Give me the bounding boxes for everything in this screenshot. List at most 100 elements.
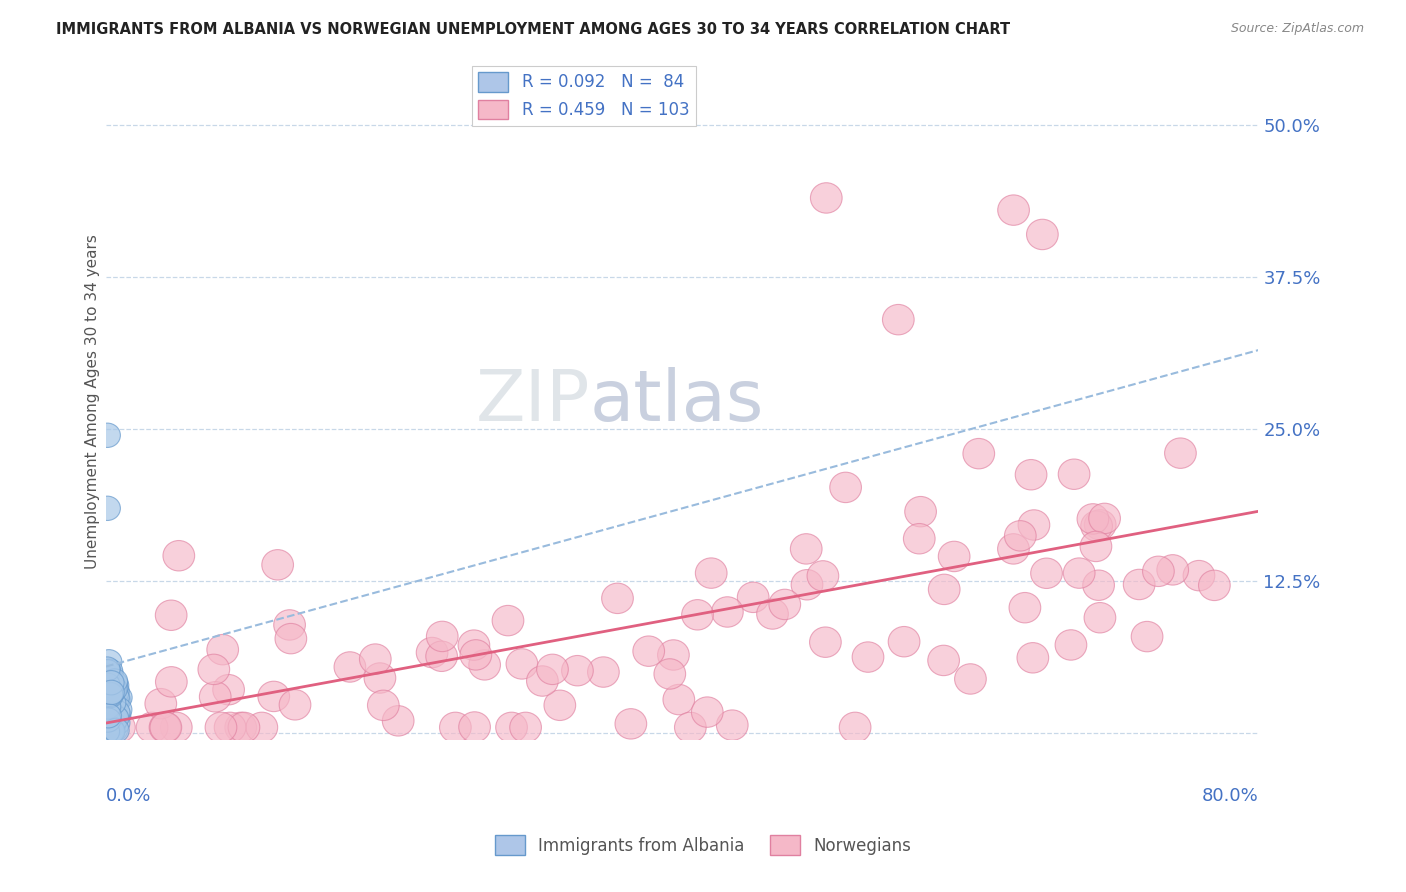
Ellipse shape: [998, 533, 1029, 564]
Ellipse shape: [94, 690, 120, 714]
Ellipse shape: [100, 711, 125, 736]
Ellipse shape: [96, 689, 121, 713]
Ellipse shape: [364, 663, 395, 693]
Ellipse shape: [1088, 503, 1121, 533]
Ellipse shape: [96, 681, 122, 706]
Ellipse shape: [276, 624, 307, 654]
Ellipse shape: [198, 654, 229, 684]
Ellipse shape: [938, 541, 970, 572]
Ellipse shape: [496, 712, 527, 743]
Ellipse shape: [561, 656, 593, 686]
Y-axis label: Unemployment Among Ages 30 to 34 years: Unemployment Among Ages 30 to 34 years: [86, 235, 100, 569]
Ellipse shape: [228, 712, 260, 743]
Ellipse shape: [104, 700, 129, 724]
Ellipse shape: [246, 712, 277, 743]
Ellipse shape: [1031, 558, 1063, 589]
Legend: R = 0.092   N =  84, R = 0.459   N = 103: R = 0.092 N = 84, R = 0.459 N = 103: [471, 66, 696, 126]
Ellipse shape: [104, 688, 131, 713]
Ellipse shape: [94, 659, 121, 684]
Ellipse shape: [1143, 556, 1174, 587]
Ellipse shape: [1164, 438, 1197, 468]
Ellipse shape: [96, 696, 121, 721]
Ellipse shape: [839, 712, 870, 743]
Ellipse shape: [93, 681, 120, 706]
Ellipse shape: [98, 719, 125, 743]
Legend: Immigrants from Albania, Norwegians: Immigrants from Albania, Norwegians: [488, 829, 918, 862]
Ellipse shape: [94, 675, 121, 699]
Ellipse shape: [156, 666, 187, 697]
Ellipse shape: [440, 712, 471, 743]
Ellipse shape: [675, 712, 706, 743]
Ellipse shape: [98, 692, 124, 716]
Ellipse shape: [928, 645, 959, 675]
Ellipse shape: [94, 701, 120, 725]
Ellipse shape: [1084, 509, 1116, 540]
Ellipse shape: [98, 691, 125, 715]
Ellipse shape: [94, 696, 120, 720]
Ellipse shape: [460, 640, 492, 670]
Ellipse shape: [96, 649, 122, 674]
Ellipse shape: [1123, 569, 1154, 599]
Ellipse shape: [100, 690, 127, 715]
Ellipse shape: [163, 541, 194, 571]
Ellipse shape: [101, 717, 128, 741]
Ellipse shape: [101, 671, 128, 695]
Ellipse shape: [807, 561, 839, 591]
Ellipse shape: [1004, 521, 1036, 551]
Ellipse shape: [98, 671, 124, 695]
Ellipse shape: [96, 667, 121, 691]
Ellipse shape: [205, 712, 236, 743]
Ellipse shape: [458, 630, 489, 660]
Ellipse shape: [98, 719, 124, 743]
Ellipse shape: [136, 712, 167, 743]
Text: atlas: atlas: [591, 368, 765, 436]
Ellipse shape: [103, 718, 129, 742]
Ellipse shape: [100, 698, 127, 723]
Ellipse shape: [225, 712, 256, 743]
Ellipse shape: [94, 716, 120, 740]
Ellipse shape: [96, 682, 122, 706]
Text: Source: ZipAtlas.com: Source: ZipAtlas.com: [1230, 22, 1364, 36]
Ellipse shape: [1157, 555, 1188, 585]
Ellipse shape: [96, 665, 121, 690]
Ellipse shape: [1054, 630, 1087, 660]
Ellipse shape: [101, 699, 128, 723]
Ellipse shape: [904, 524, 935, 554]
Ellipse shape: [426, 621, 458, 652]
Ellipse shape: [711, 597, 744, 627]
Ellipse shape: [1077, 504, 1109, 534]
Ellipse shape: [214, 712, 246, 743]
Ellipse shape: [792, 570, 823, 600]
Ellipse shape: [883, 304, 914, 334]
Ellipse shape: [367, 690, 399, 721]
Ellipse shape: [416, 637, 449, 668]
Ellipse shape: [96, 681, 121, 705]
Ellipse shape: [614, 708, 647, 739]
Ellipse shape: [103, 706, 129, 731]
Ellipse shape: [1080, 532, 1112, 562]
Ellipse shape: [904, 497, 936, 527]
Ellipse shape: [96, 702, 121, 726]
Text: 0.0%: 0.0%: [105, 787, 152, 805]
Ellipse shape: [100, 688, 125, 712]
Ellipse shape: [280, 690, 311, 720]
Ellipse shape: [1182, 560, 1215, 591]
Ellipse shape: [103, 673, 129, 698]
Ellipse shape: [588, 657, 619, 687]
Ellipse shape: [1084, 602, 1116, 633]
Ellipse shape: [928, 574, 960, 605]
Ellipse shape: [94, 694, 121, 719]
Ellipse shape: [97, 683, 124, 707]
Ellipse shape: [274, 610, 305, 640]
Ellipse shape: [100, 678, 125, 703]
Ellipse shape: [97, 663, 124, 688]
Text: 80.0%: 80.0%: [1202, 787, 1258, 805]
Ellipse shape: [160, 712, 193, 743]
Ellipse shape: [426, 641, 457, 672]
Ellipse shape: [1017, 642, 1049, 673]
Ellipse shape: [107, 685, 132, 710]
Ellipse shape: [468, 649, 501, 680]
Ellipse shape: [97, 714, 124, 738]
Ellipse shape: [696, 558, 727, 589]
Ellipse shape: [602, 583, 633, 614]
